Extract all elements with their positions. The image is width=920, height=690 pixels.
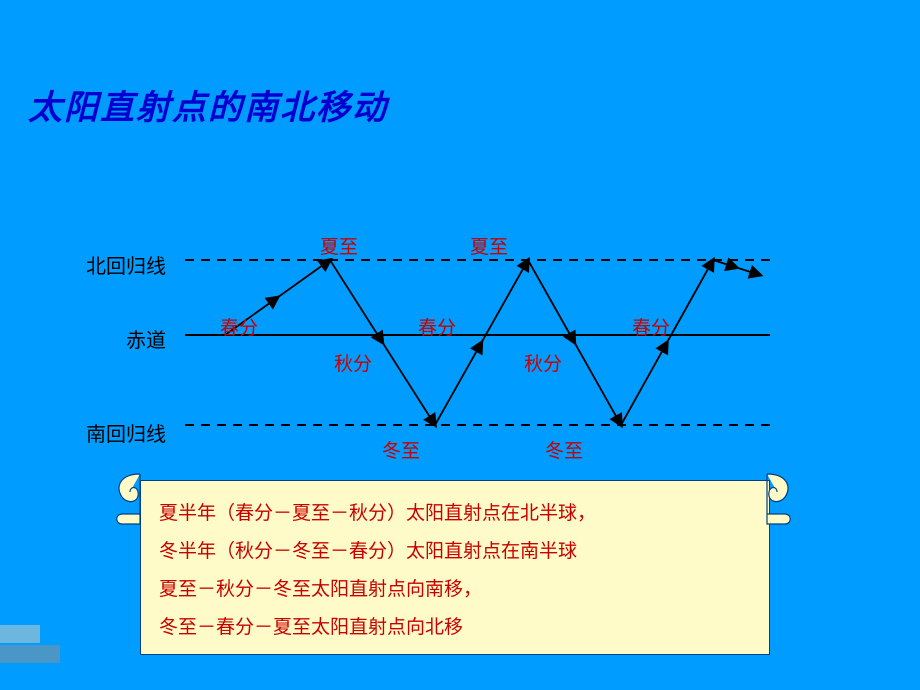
axis-label: 南回归线: [86, 418, 166, 447]
solstice-equinox-label: 秋分: [524, 349, 562, 376]
solstice-equinox-label: 秋分: [334, 349, 372, 376]
solar-diagram: [80, 230, 800, 460]
note-line-1: 夏半年（春分－夏至－秋分）太阳直射点在北半球，: [159, 495, 751, 533]
note-line-4: 冬至－春分－夏至太阳直射点向北移: [159, 609, 751, 647]
scroll-curl-right: [759, 472, 797, 527]
solstice-equinox-label: 春分: [632, 313, 670, 340]
notes-scroll: 夏半年（春分－夏至－秋分）太阳直射点在北半球， 冬半年（秋分－冬至－春分）太阳直…: [105, 480, 805, 655]
solar-path: [225, 260, 760, 425]
solstice-equinox-label: 夏至: [320, 232, 358, 259]
slide-corner-deco: [0, 625, 70, 665]
slide-title: 太阳直射点的南北移动: [28, 80, 388, 129]
solstice-equinox-label: 春分: [220, 313, 258, 340]
axis-label: 北回归线: [86, 250, 166, 279]
solstice-equinox-label: 夏至: [470, 232, 508, 259]
note-line-2: 冬半年（秋分－冬至－春分）太阳直射点在南半球: [159, 533, 751, 571]
solstice-equinox-label: 冬至: [382, 436, 420, 463]
note-line-3: 夏至－秋分－冬至太阳直射点向南移，: [159, 571, 751, 609]
notes-box: 夏半年（春分－夏至－秋分）太阳直射点在北半球， 冬半年（秋分－冬至－春分）太阳直…: [140, 480, 770, 655]
axis-label: 赤道: [126, 324, 166, 353]
diagram-svg: [80, 230, 800, 460]
solstice-equinox-label: 冬至: [545, 436, 583, 463]
solstice-equinox-label: 春分: [418, 313, 456, 340]
